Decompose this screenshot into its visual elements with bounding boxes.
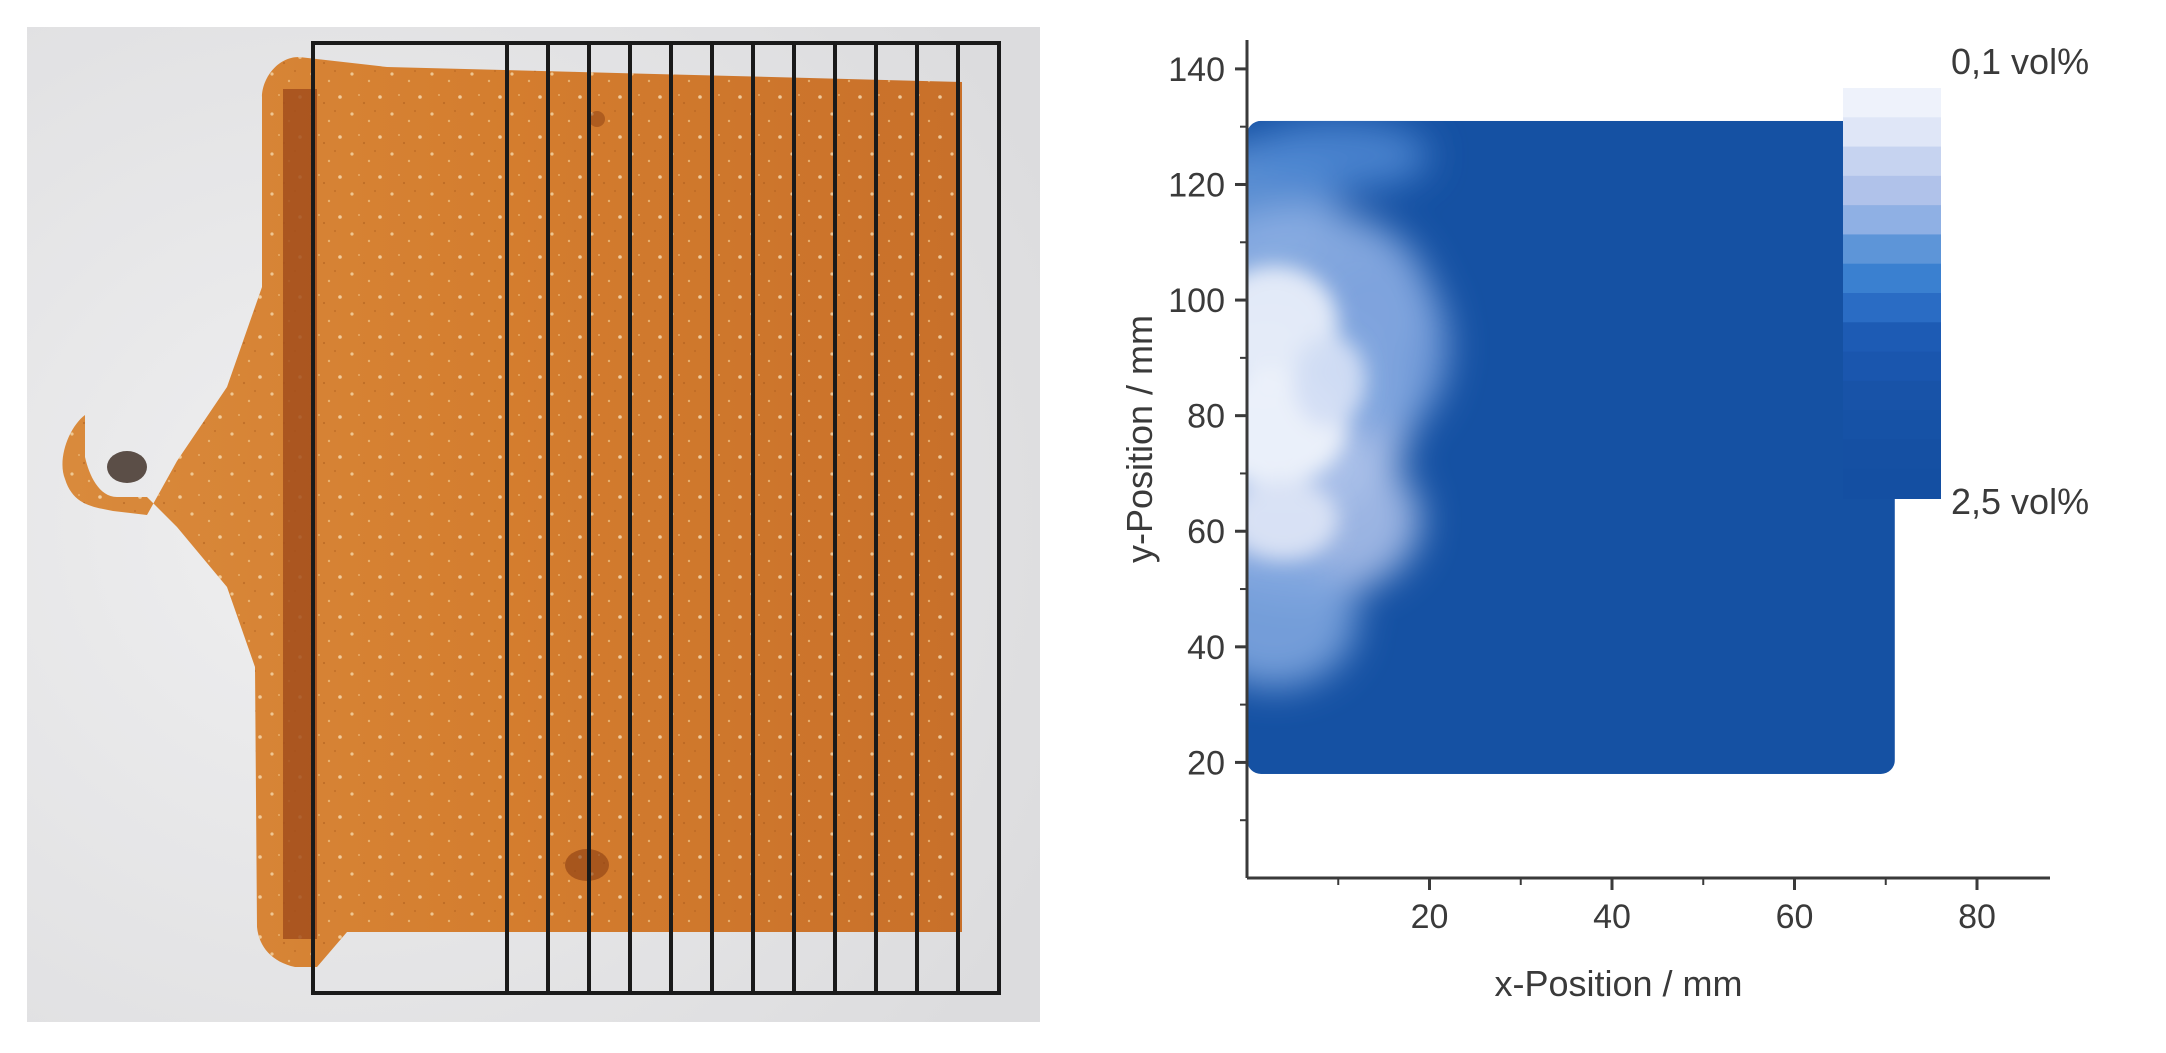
ceramic-plate-photo-icon: [27, 27, 1040, 1022]
x-tick-label: 40: [1593, 898, 1631, 936]
low-concentration-core-blob: [1292, 334, 1366, 428]
colorbar-segment: [1843, 322, 1941, 353]
colorbar-segment: [1843, 175, 1941, 207]
y-tick-label: 100: [1168, 282, 1225, 320]
colorbar-segment: [1843, 234, 1941, 265]
y-tick-label: 60: [1187, 513, 1225, 551]
first-segment-frame: [311, 41, 509, 995]
colorbar-segment: [1843, 263, 1941, 294]
y-tick-label: 20: [1187, 744, 1225, 782]
y-tick-label: 80: [1187, 398, 1225, 436]
low-concentration-blob: [1247, 548, 1357, 688]
heatmap-area: [1247, 120, 1895, 774]
colorbar-min-label: 0,1 vol%: [1951, 41, 2089, 82]
low-concentration-blob: [1247, 120, 1430, 191]
heatmap-chart: 20 40 60 80 100 120 140 20 40 60 80 x-Position / m…: [1050, 0, 2166, 1048]
colorbar-max-label: 2,5 vol%: [1951, 481, 2089, 522]
colorbar-segment: [1843, 410, 1941, 441]
colorbar-segment: [1843, 293, 1941, 324]
colorbar: [1843, 88, 1941, 499]
y-tick-label: 140: [1168, 51, 1225, 89]
heatmap-svg: 20 40 60 80 100 120 140 20 40 60 80 x-Position / m…: [1119, 40, 2089, 1004]
colorbar-segment: [1843, 439, 1941, 470]
colorbar-segment: [1843, 380, 1941, 412]
low-concentration-core-blob: [1247, 479, 1339, 561]
y-tick-label: 40: [1187, 629, 1225, 667]
x-tick-label: 60: [1776, 898, 1814, 936]
axes: 20 40 60 80 100 120 140 20 40 60 80: [1168, 40, 2050, 936]
y-tick-label: 120: [1168, 166, 1225, 204]
x-tick-label: 80: [1958, 898, 1996, 936]
x-axis-title: x-Position / mm: [1494, 963, 1742, 1004]
x-tick-label: 20: [1411, 898, 1449, 936]
low-concentration-core: [1247, 265, 1366, 561]
colorbar-segment: [1843, 351, 1941, 382]
plate-body: [62, 57, 962, 967]
sample-photo: [27, 27, 1040, 1022]
colorbar-segment: [1843, 88, 1941, 119]
colorbar-segment: [1843, 117, 1941, 148]
colorbar-segment: [1843, 205, 1941, 236]
y-axis-title: y-Position / mm: [1119, 315, 1160, 563]
segment-frames: [546, 43, 960, 993]
colorbar-segment: [1843, 468, 1941, 499]
colorbar-segment: [1843, 146, 1941, 177]
